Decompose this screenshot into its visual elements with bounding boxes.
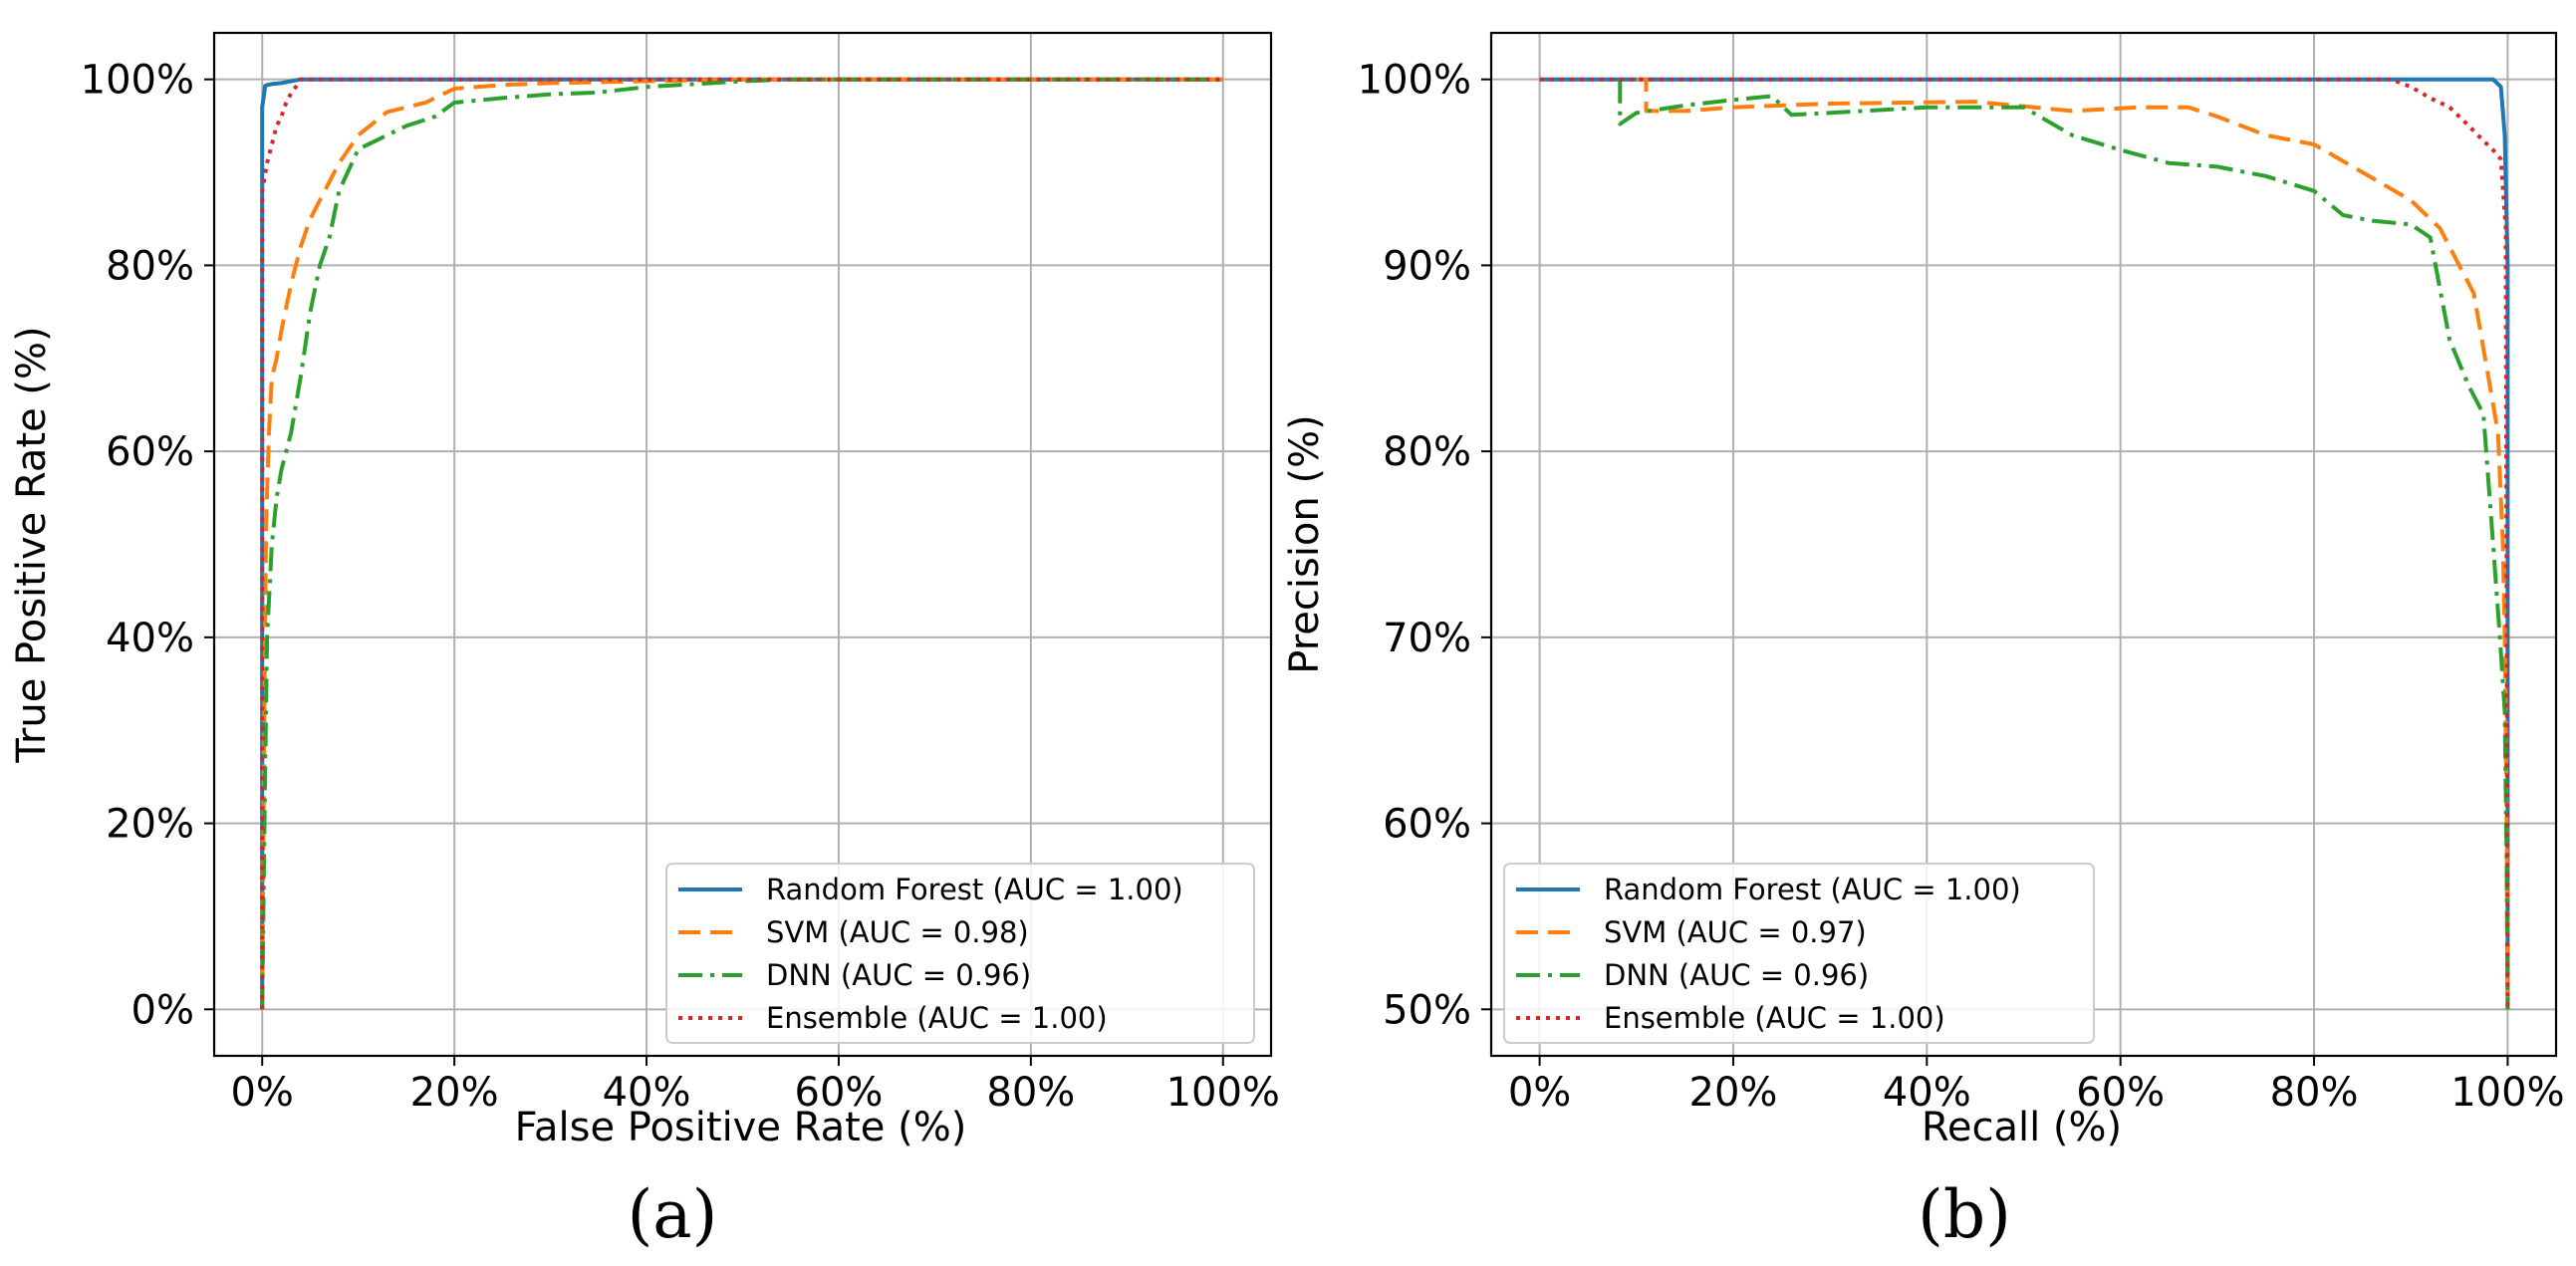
y-tick-label: 60% <box>106 429 194 475</box>
legend-entry-label: SVM (AUC = 0.98) <box>766 915 1029 949</box>
plot-frame <box>212 31 1273 1058</box>
legend: Random Forest (AUC = 1.00) SVM (AUC = 0.9… <box>665 863 1255 1044</box>
y-axis-label: True Positive Rate (%) <box>9 326 55 763</box>
y-tick-label: 40% <box>106 616 194 661</box>
y-tick-label: 50% <box>1383 987 1471 1033</box>
y-tick-label: 90% <box>1383 243 1471 289</box>
y-tick-label: 100% <box>1358 58 1471 104</box>
series-line-svm <box>1636 77 2510 1010</box>
legend: Random Forest (AUC = 1.00) SVM (AUC = 0.9… <box>1503 863 2095 1044</box>
x-tick-label: 40% <box>1883 1070 1971 1116</box>
legend-entry-label: Ensemble (AUC = 1.00) <box>1604 1001 1945 1035</box>
x-tick-label: 60% <box>795 1070 884 1116</box>
x-tick-label: 20% <box>1689 1070 1778 1116</box>
panel-label: (b) <box>1918 1176 2011 1253</box>
roc-chart-panel: 0% 20% 40% 60% 80% 100% 0% 20% 40% 60% 80% 100% Fals… <box>9 31 1280 1253</box>
legend-entry-label: DNN (AUC = 0.96) <box>1604 958 1869 992</box>
plot-frame <box>1489 31 2558 1058</box>
panel-label: (a) <box>628 1176 718 1253</box>
series-line-dnn <box>260 77 1223 1010</box>
y-tick-label: 0% <box>131 987 194 1033</box>
y-tick-label: 20% <box>106 802 194 848</box>
legend-entry-label: Random Forest (AUC = 1.00) <box>1604 873 2021 906</box>
y-tick-label: 60% <box>1383 802 1471 848</box>
series-line-svm <box>260 77 1223 1010</box>
series-line-random-forest <box>1539 77 2510 1010</box>
precision-recall-chart-panel: 0% 20% 40% 60% 80% 100% 50% 60% 70% 80% 90% 100% Rec… <box>1282 31 2565 1253</box>
legend-entry-label: Random Forest (AUC = 1.00) <box>766 873 1183 906</box>
x-tick-label: 80% <box>2270 1070 2359 1116</box>
y-tick-label: 70% <box>1383 616 1471 661</box>
x-tick-label: 0% <box>230 1070 293 1116</box>
legend-entry-label: SVM (AUC = 0.97) <box>1604 915 1867 949</box>
legend-entry-label: Ensemble (AUC = 1.00) <box>766 1001 1108 1035</box>
y-tick-label: 80% <box>106 243 194 289</box>
x-tick-label: 40% <box>603 1070 691 1116</box>
x-tick-label: 60% <box>2076 1070 2165 1116</box>
legend-entry-label: DNN (AUC = 0.96) <box>766 958 1031 992</box>
x-tick-label: 20% <box>410 1070 499 1116</box>
series-line-dnn <box>1618 79 2510 1010</box>
y-tick-label: 100% <box>81 58 194 104</box>
series-line-ensemble <box>260 77 1223 1010</box>
x-tick-label: 100% <box>2450 1070 2564 1116</box>
x-tick-label: 80% <box>986 1070 1075 1116</box>
series-line-random-forest <box>260 77 1223 1010</box>
x-tick-label: 100% <box>1166 1070 1280 1116</box>
y-axis-label: Precision (%) <box>1282 414 1328 673</box>
x-axis-label: Recall (%) <box>1922 1105 2122 1150</box>
y-tick-label: 80% <box>1383 429 1471 475</box>
x-axis-label: False Positive Rate (%) <box>515 1105 967 1150</box>
x-tick-label: 0% <box>1508 1070 1571 1116</box>
